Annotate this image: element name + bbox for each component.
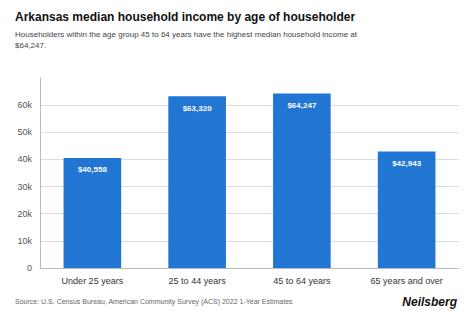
svg-text:Arkansas median household inco: Arkansas median household income by age … <box>15 10 355 24</box>
svg-text:$63,320: $63,320 <box>183 104 212 113</box>
svg-text:$64,247: $64,247 <box>287 101 316 110</box>
svg-text:20k: 20k <box>17 209 32 219</box>
svg-text:30k: 30k <box>17 182 32 192</box>
svg-text:60k: 60k <box>17 100 32 110</box>
svg-text:$42,943: $42,943 <box>392 159 421 168</box>
svg-text:65 years and over: 65 years and over <box>371 276 443 286</box>
svg-text:25 to 44 years: 25 to 44 years <box>169 276 227 286</box>
svg-text:$40,558: $40,558 <box>78 165 107 174</box>
svg-text:Under 25 years: Under 25 years <box>62 276 124 286</box>
svg-text:Householders within the age gr: Householders within the age group 45 to … <box>15 30 358 39</box>
svg-text:Neilsberg: Neilsberg <box>402 295 457 309</box>
svg-text:$64,247.: $64,247. <box>15 41 46 50</box>
svg-text:10k: 10k <box>17 236 32 246</box>
svg-text:Source: U.S. Census Bureau, Am: Source: U.S. Census Bureau, American Com… <box>15 298 293 306</box>
svg-text:45 to 64 years: 45 to 64 years <box>273 276 331 286</box>
svg-text:0: 0 <box>27 263 32 273</box>
svg-text:40k: 40k <box>17 154 32 164</box>
svg-text:50k: 50k <box>17 127 32 137</box>
